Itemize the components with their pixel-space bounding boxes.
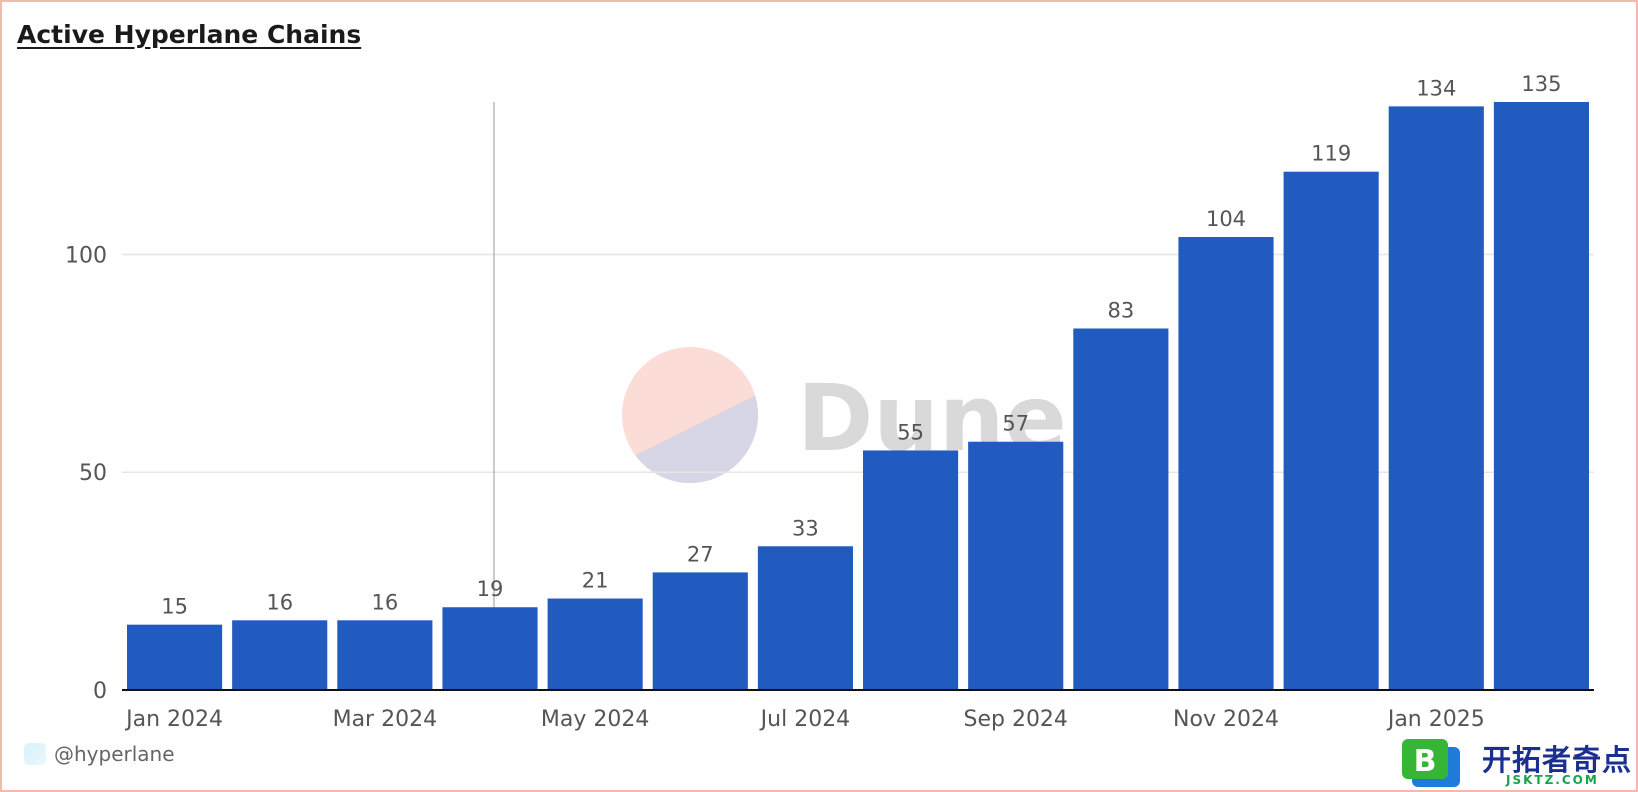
brand-badge-icon: B [1402,739,1460,787]
x-tick-label: Nov 2024 [1173,707,1279,732]
y-tick-label: 100 [65,243,107,268]
bar-value-label: 104 [1206,207,1246,231]
x-tick-label: May 2024 [541,707,649,732]
bar-feb-2025[interactable] [1493,102,1589,690]
bar-feb-2024[interactable] [232,620,328,690]
brand-name: 开拓者奇点 [1482,743,1633,777]
x-tick-label: Jul 2024 [759,707,851,732]
bar-jun-2024[interactable] [652,572,748,690]
bar-value-label: 57 [1002,412,1029,436]
bar-value-label: 134 [1416,76,1456,100]
bar-mar-2024[interactable] [337,620,433,690]
bar-aug-2024[interactable] [863,450,959,690]
y-tick-label: 50 [79,461,107,486]
bar-value-label: 83 [1107,298,1134,322]
bar-dec-2024[interactable] [1283,171,1379,690]
bar-value-label: 135 [1521,72,1561,96]
y-tick-label: 0 [93,679,107,704]
x-tick-label: Sep 2024 [963,707,1067,732]
bar-jan-2024[interactable] [127,624,223,690]
footer-credit[interactable]: @hyperlane [24,742,175,766]
bar-oct-2024[interactable] [1073,328,1169,690]
bar-jul-2024[interactable] [757,546,853,690]
bar-value-label: 55 [897,420,924,444]
x-tick-label: Mar 2024 [333,707,438,732]
brand-badge-letter: B [1414,744,1437,779]
bar-value-label: 15 [161,595,188,619]
footer-handle: @hyperlane [54,742,175,766]
chart-title: Active Hyperlane Chains [17,20,362,49]
bar-nov-2024[interactable] [1178,237,1274,690]
bar-value-label: 27 [687,542,714,566]
hyperlane-avatar-icon [24,743,46,765]
bar-value-label: 119 [1311,142,1351,166]
bar-may-2024[interactable] [547,598,643,690]
x-tick-label: Jan 2024 [124,707,223,732]
bar-value-label: 21 [582,569,609,593]
bar-value-label: 19 [477,577,504,601]
brand-logo: B 开拓者奇点 JSKTZ.COM [1400,735,1632,790]
bar-apr-2024[interactable] [442,607,538,690]
bar-value-label: 33 [792,516,819,540]
bar-value-label: 16 [371,590,398,614]
brand-domain: JSKTZ.COM [1506,773,1599,787]
bar-sep-2024[interactable] [968,441,1064,690]
x-tick-label: Jan 2025 [1386,707,1485,732]
bar-jan-2025[interactable] [1388,106,1484,691]
bar-value-label: 16 [266,590,293,614]
